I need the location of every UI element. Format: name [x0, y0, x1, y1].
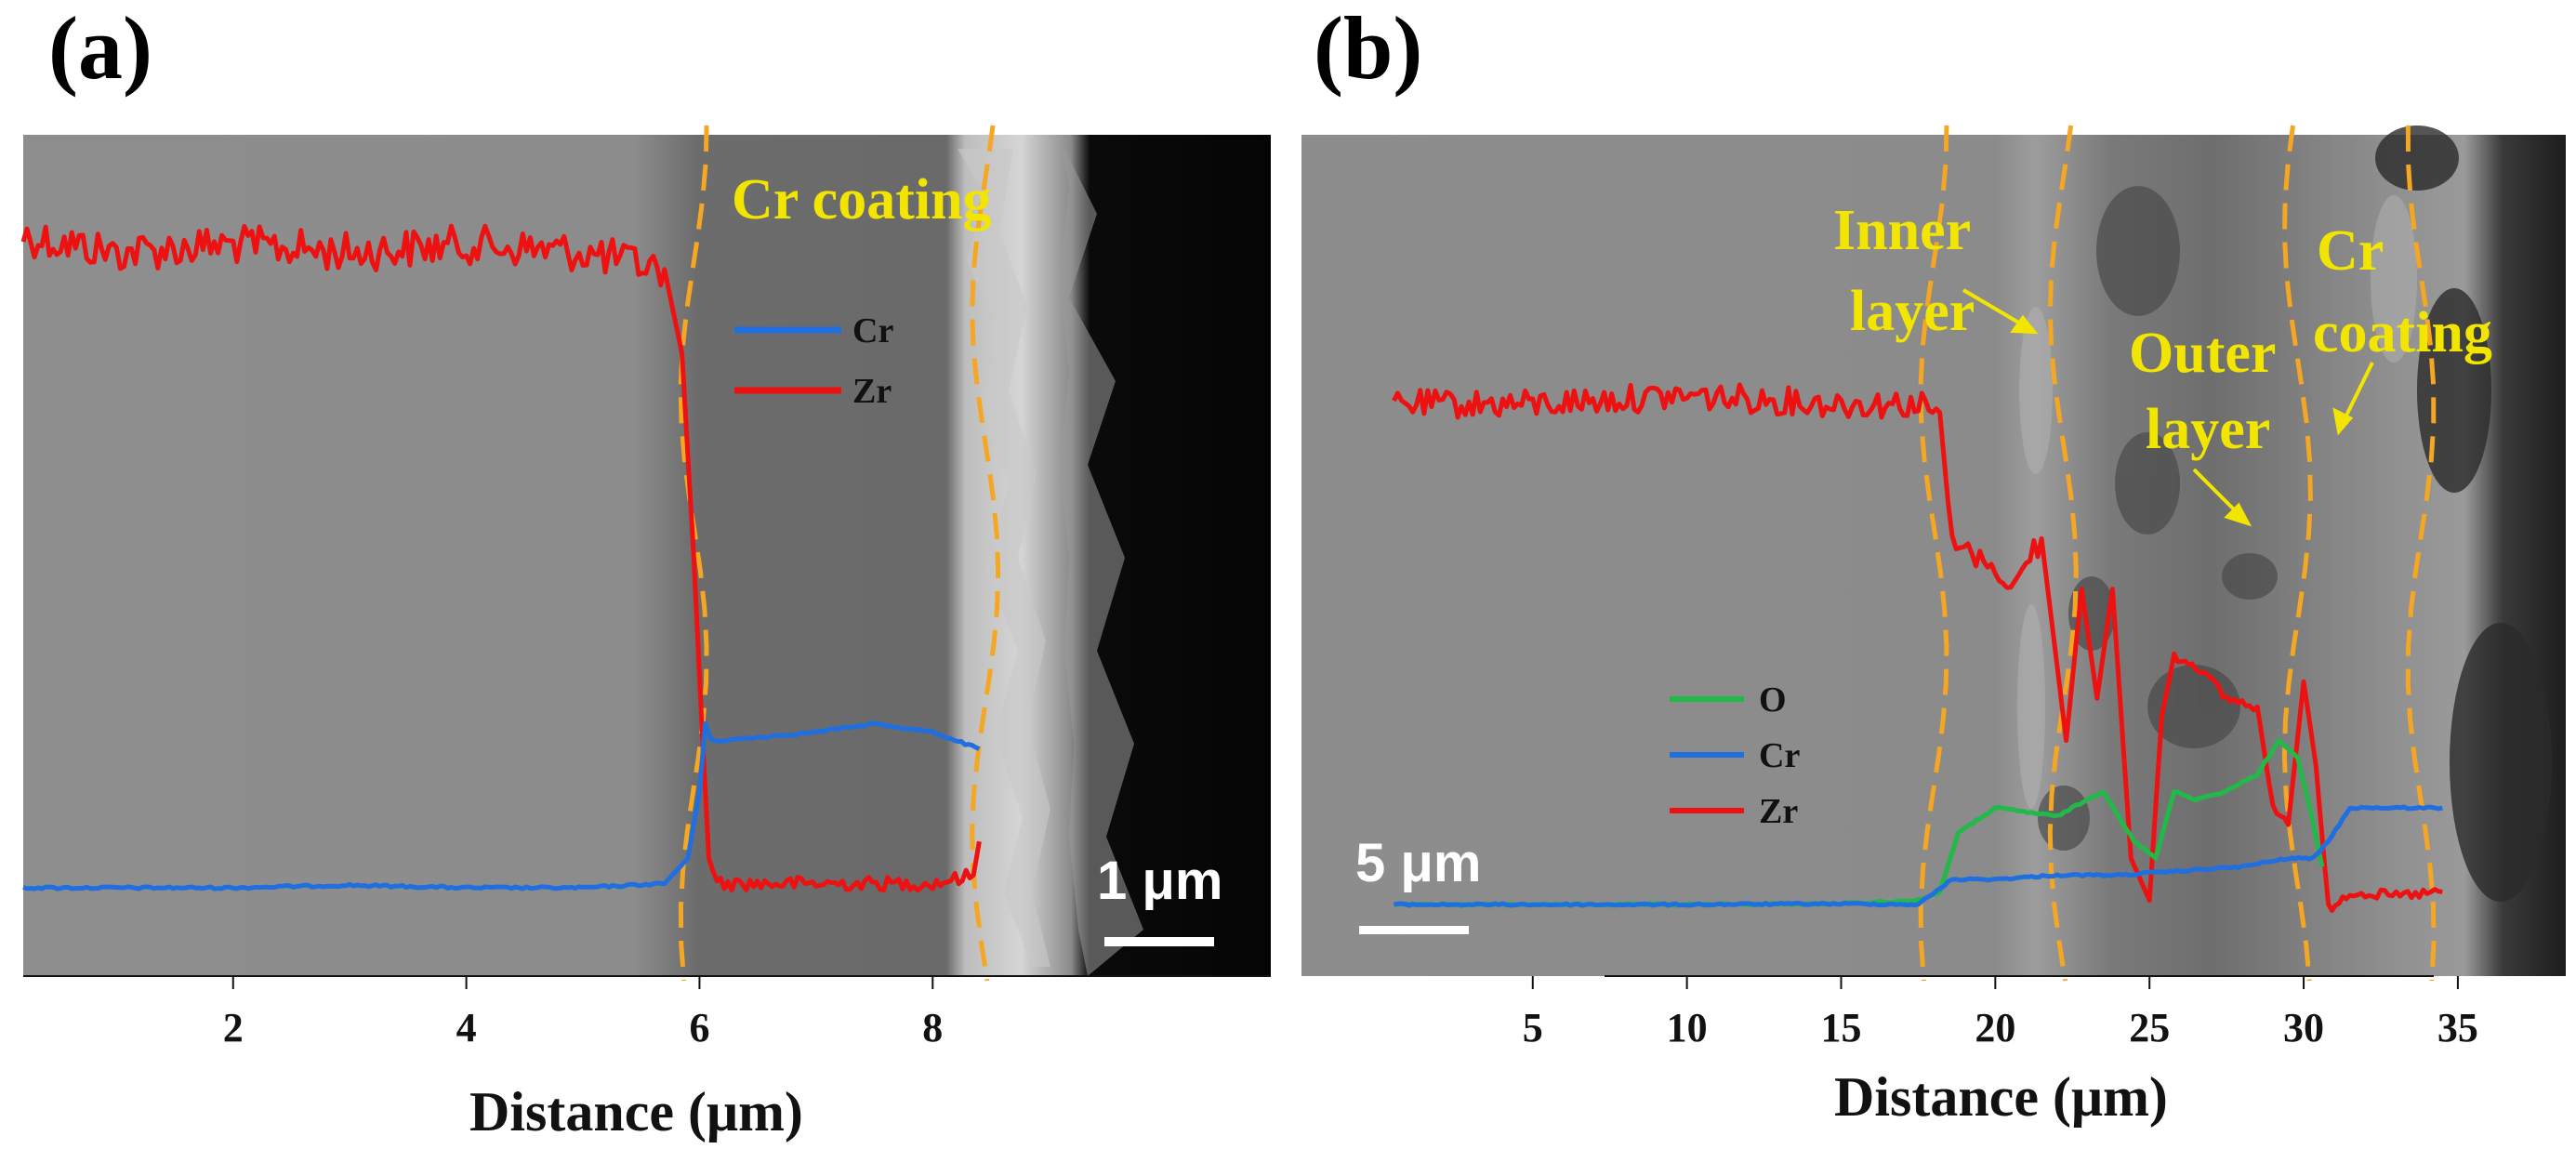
legend-o-label-b: O — [1759, 680, 1787, 720]
panel-a-boundaries — [678, 125, 1001, 982]
annotation-cr: Cr — [2317, 219, 2384, 283]
boundary-line-b-3 — [2281, 125, 2313, 982]
x-tick-label-b-5: 5 — [1523, 1005, 1543, 1050]
x-tick-label-b-25: 25 — [2129, 1005, 2170, 1050]
boundary-line-b-4 — [2405, 125, 2437, 982]
series-line-a-cr — [22, 720, 981, 891]
legend-zr-label-a: Zr — [852, 372, 892, 411]
x-tick-label-a-2: 2 — [223, 1005, 244, 1050]
annotation-cr-coating: Cr coating — [732, 168, 992, 231]
panel-b-label: (b) — [1314, 0, 1423, 98]
series-line-b-cr — [1394, 804, 2443, 908]
annotation-arrows — [1962, 288, 2374, 527]
panel-a-legend: Cr Zr — [734, 311, 893, 411]
scale-bar-a-label: 1 μm — [1097, 851, 1222, 911]
legend-zr-label-b: Zr — [1759, 792, 1798, 831]
series-line-a-zr — [20, 223, 982, 893]
boundary-line-a-2 — [970, 125, 1001, 982]
panel-a-micrograph — [23, 135, 1271, 976]
annotation-coating: coating — [2313, 301, 2492, 364]
series-line-b-zr — [1392, 382, 2443, 913]
annotation-inner: Inner — [1833, 199, 1971, 262]
panel-b-profiles — [1392, 382, 2443, 913]
x-tick-label-b-15: 15 — [1820, 1005, 1861, 1050]
legend-cr-label-b: Cr — [1759, 736, 1800, 775]
x-tick-label-b-35: 35 — [2437, 1005, 2478, 1050]
panel-a-scale-bar: 1 μm — [1097, 851, 1222, 946]
scale-bar-b-label: 5 μm — [1355, 833, 1481, 893]
annotation-outer: Outer — [2129, 322, 2276, 385]
panel-b-scale-bar: 5 μm — [1355, 833, 1481, 934]
boundary-line-b-2 — [2047, 125, 2079, 982]
x-tick-label-b-20: 20 — [1975, 1005, 2015, 1050]
panel-b-legend: O Cr Zr — [1670, 680, 1800, 831]
x-tick-label-b-10: 10 — [1667, 1005, 1708, 1050]
panel-b-micrograph — [1301, 125, 2566, 976]
panel-b-x-axis-title: Distance (μm) — [1834, 1066, 2168, 1128]
panel-a-label: (a) — [48, 0, 152, 98]
x-tick-label-b-30: 30 — [2283, 1005, 2324, 1050]
x-tick-label-a-4: 4 — [456, 1005, 477, 1050]
x-tick-label-a-6: 6 — [689, 1005, 709, 1050]
panel-a-x-axis: 2 4 6 8 — [23, 975, 1271, 1050]
panel-a-x-axis-title: Distance (μm) — [469, 1081, 803, 1142]
x-tick-label-a-8: 8 — [922, 1005, 943, 1050]
boundary-line-a-1 — [678, 125, 709, 982]
legend-cr-label-a: Cr — [852, 311, 893, 350]
panel-a-profiles — [20, 223, 982, 893]
boundary-line-b-1 — [1918, 125, 1949, 982]
annotation-outer-layer: layer — [2146, 398, 2270, 461]
panel-b-x-axis: 5 10 15 20 25 30 35 — [1523, 975, 2478, 1050]
panel-b-boundaries — [1918, 125, 2437, 982]
annotation-inner-layer: layer — [1850, 280, 1975, 343]
